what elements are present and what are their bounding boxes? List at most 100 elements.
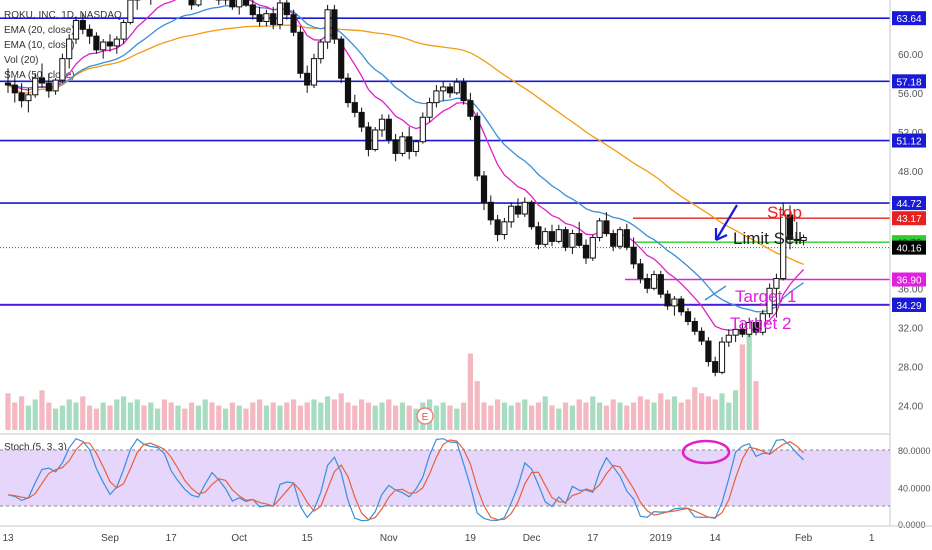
stoch-k-line — [7, 437, 805, 522]
earnings-circle — [416, 407, 434, 425]
candle — [453, 81, 460, 94]
candle — [412, 141, 420, 152]
candle — [603, 220, 610, 235]
volume-bar — [597, 402, 603, 430]
volume-bar — [87, 405, 93, 430]
x-tick-label: 19 — [465, 533, 477, 544]
volume-bar — [495, 399, 501, 430]
volume-bar — [39, 390, 45, 430]
earnings-label: E — [422, 412, 429, 423]
volume-bar — [542, 396, 548, 430]
candle — [501, 221, 508, 236]
volume-bar — [461, 402, 467, 430]
stoch-tick-label: 40.0000 — [898, 483, 931, 493]
volume-bar — [413, 408, 419, 430]
volume-bar — [379, 402, 385, 430]
candle — [644, 278, 651, 289]
volume-bar — [644, 399, 650, 430]
x-tick-label: Sep — [101, 533, 119, 544]
volume-bar — [182, 408, 188, 430]
volume-bar — [563, 402, 569, 430]
candle — [127, 0, 134, 23]
candle — [72, 20, 80, 40]
candle — [746, 322, 753, 335]
volume-bar — [406, 405, 412, 430]
candle — [616, 229, 624, 247]
candle — [86, 28, 93, 37]
candle — [426, 102, 433, 118]
volume-bar — [359, 399, 365, 430]
candle — [25, 94, 32, 102]
candle — [610, 233, 617, 247]
candle — [45, 82, 52, 92]
volume-bar — [291, 399, 297, 430]
candle — [113, 38, 120, 47]
candle — [188, 0, 195, 6]
volume-bar — [59, 405, 65, 430]
legend-ema10: EMA (10, close) — [4, 40, 75, 51]
legend-vol: Vol (20) — [4, 55, 39, 66]
price-label-text: 51.12 — [896, 137, 921, 148]
candle — [338, 38, 345, 79]
price-label-text: 43.17 — [896, 214, 921, 225]
candle — [637, 263, 644, 280]
stoch-tick-label: 80.0000 — [898, 446, 931, 456]
volume-bar — [678, 402, 684, 430]
volume-bar — [590, 396, 596, 430]
volume-bar — [549, 405, 555, 430]
candle — [270, 13, 277, 25]
candle — [229, 0, 236, 8]
candle — [100, 41, 107, 51]
candle — [562, 229, 569, 248]
volume-bar — [243, 408, 249, 430]
y-tick-label: 32.00 — [898, 323, 923, 334]
candle — [79, 20, 86, 30]
volume-bar — [733, 390, 739, 430]
candle — [773, 278, 780, 289]
volume-bar — [257, 399, 263, 430]
volume-bar — [393, 405, 399, 430]
price-label-box — [892, 240, 926, 255]
volume-bar — [189, 402, 195, 430]
volume-bar — [202, 399, 208, 430]
volume-bar — [141, 405, 147, 430]
candle — [725, 334, 732, 343]
volume-bar — [651, 402, 657, 430]
volume-bar — [705, 396, 711, 430]
volume-bar — [114, 399, 120, 430]
volume-bar — [529, 405, 535, 430]
candle — [331, 9, 338, 40]
volume-bar — [556, 408, 562, 430]
price-axis: 60.00 56.00 52.00 48.00 36.00 32.00 28.00 24.00… — [889, 0, 932, 550]
volume-bar — [345, 402, 351, 430]
candle — [521, 201, 528, 215]
volume-bar — [746, 329, 752, 430]
volume-bar — [46, 402, 52, 430]
candle — [657, 274, 664, 295]
candle — [630, 246, 637, 265]
price-label-box — [892, 196, 926, 211]
price-label: 57.18 — [892, 74, 926, 89]
volume-bar — [338, 393, 344, 430]
price-label-text: 34.29 — [896, 301, 921, 312]
price-pane: E Stop Limit Sell Target 1 Target 2 — [0, 0, 890, 430]
x-tick-label: 1 — [869, 533, 875, 544]
x-tick-label: Feb — [795, 533, 813, 544]
candle — [494, 219, 501, 236]
target-arrow-icon — [704, 285, 727, 301]
candle — [372, 129, 379, 151]
price-label-box — [892, 211, 926, 226]
y-tick-label: 56.00 — [898, 89, 923, 100]
candle — [344, 77, 352, 104]
ema20-line — [7, 4, 804, 313]
volume-bar — [209, 402, 215, 430]
stoch-legend: Stoch (5, 3, 3) — [4, 442, 67, 453]
volume-bar — [726, 402, 732, 430]
volume-bar — [699, 393, 705, 430]
volume-bar — [73, 402, 79, 430]
volume-bar — [631, 402, 637, 430]
volume-bar — [433, 405, 439, 430]
volume-bar — [692, 387, 698, 430]
candle — [589, 236, 596, 259]
